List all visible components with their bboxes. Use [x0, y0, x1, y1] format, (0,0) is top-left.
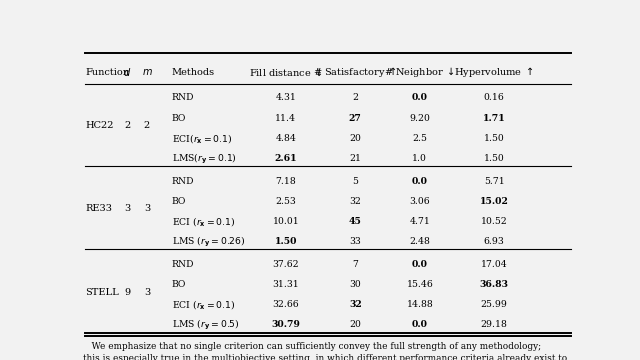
- Text: LMS($r_{\mathbf{y}} = 0.1$): LMS($r_{\mathbf{y}} = 0.1$): [172, 152, 237, 166]
- Text: 9.20: 9.20: [410, 114, 430, 123]
- Text: Fill distance $\downarrow$: Fill distance $\downarrow$: [249, 67, 323, 78]
- Text: # Neighbor $\downarrow$: # Neighbor $\downarrow$: [384, 65, 455, 79]
- Text: 20: 20: [349, 134, 361, 143]
- Text: BO: BO: [172, 197, 186, 206]
- Text: 45: 45: [349, 217, 362, 226]
- Text: 2.48: 2.48: [410, 237, 430, 246]
- Text: 37.62: 37.62: [273, 260, 299, 269]
- Text: 6.93: 6.93: [484, 237, 504, 246]
- Text: 1.50: 1.50: [484, 134, 504, 143]
- Text: 15.02: 15.02: [480, 197, 509, 206]
- Text: RND: RND: [172, 260, 195, 269]
- Text: 2.53: 2.53: [275, 197, 296, 206]
- Text: 21: 21: [349, 154, 362, 163]
- Text: 2: 2: [352, 93, 358, 102]
- Text: 2.61: 2.61: [275, 154, 297, 163]
- Text: STELL: STELL: [85, 288, 118, 297]
- Text: $d$: $d$: [123, 66, 131, 78]
- Text: 30: 30: [349, 280, 361, 289]
- Text: 2.5: 2.5: [412, 134, 427, 143]
- Text: ECI ($r_{\mathbf{x}} = 0.1$): ECI ($r_{\mathbf{x}} = 0.1$): [172, 215, 235, 228]
- Text: ECI($r_{\mathbf{x}} = 0.1$): ECI($r_{\mathbf{x}} = 0.1$): [172, 132, 232, 145]
- Text: 4.84: 4.84: [275, 134, 296, 143]
- Text: 5: 5: [353, 176, 358, 185]
- Text: 0.0: 0.0: [412, 176, 428, 185]
- Text: RE33: RE33: [85, 204, 112, 213]
- Text: 29.18: 29.18: [481, 320, 508, 329]
- Text: Methods: Methods: [172, 68, 215, 77]
- Text: 3: 3: [144, 288, 150, 297]
- Text: 4.31: 4.31: [275, 93, 296, 102]
- Text: 1.50: 1.50: [484, 154, 504, 163]
- Text: 0.0: 0.0: [412, 320, 428, 329]
- Text: 36.83: 36.83: [479, 280, 509, 289]
- Text: 5.71: 5.71: [484, 176, 504, 185]
- Text: 3: 3: [124, 204, 131, 213]
- Text: 32.66: 32.66: [273, 300, 299, 309]
- Text: LMS ($r_{\mathbf{y}} = 0.26$): LMS ($r_{\mathbf{y}} = 0.26$): [172, 235, 245, 249]
- Text: 7.18: 7.18: [275, 176, 296, 185]
- Text: # Satisfactory $\uparrow$: # Satisfactory $\uparrow$: [314, 65, 397, 79]
- Text: 17.04: 17.04: [481, 260, 508, 269]
- Text: Function: Function: [85, 68, 129, 77]
- Text: LMS ($r_{\mathbf{y}} = 0.5$): LMS ($r_{\mathbf{y}} = 0.5$): [172, 318, 239, 332]
- Text: 4.71: 4.71: [410, 217, 430, 226]
- Text: 31.31: 31.31: [273, 280, 300, 289]
- Text: 33: 33: [349, 237, 361, 246]
- Text: 32: 32: [349, 300, 362, 309]
- Text: 27: 27: [349, 114, 362, 123]
- Text: ECI ($r_{\mathbf{x}} = 0.1$): ECI ($r_{\mathbf{x}} = 0.1$): [172, 298, 235, 311]
- Text: 0.16: 0.16: [484, 93, 504, 102]
- Text: 0.0: 0.0: [412, 260, 428, 269]
- Text: 1.50: 1.50: [275, 237, 297, 246]
- Text: 25.99: 25.99: [481, 300, 508, 309]
- Text: 9: 9: [124, 288, 130, 297]
- Text: 2: 2: [124, 121, 131, 130]
- Text: BO: BO: [172, 114, 186, 123]
- Text: 1.71: 1.71: [483, 114, 506, 123]
- Text: We emphasize that no single criterion can sufficiently convey the full strength : We emphasize that no single criterion ca…: [83, 342, 573, 360]
- Text: 14.88: 14.88: [406, 300, 433, 309]
- Text: Hypervolume $\uparrow$: Hypervolume $\uparrow$: [454, 65, 534, 79]
- Text: 11.4: 11.4: [275, 114, 296, 123]
- Text: 2: 2: [144, 121, 150, 130]
- Text: 32: 32: [349, 197, 361, 206]
- Text: 10.52: 10.52: [481, 217, 508, 226]
- Text: 30.79: 30.79: [271, 320, 300, 329]
- Text: RND: RND: [172, 176, 195, 185]
- Text: 10.01: 10.01: [273, 217, 300, 226]
- Text: 15.46: 15.46: [406, 280, 433, 289]
- Text: 3.06: 3.06: [410, 197, 430, 206]
- Text: RND: RND: [172, 93, 195, 102]
- Text: BO: BO: [172, 280, 186, 289]
- Text: 1.0: 1.0: [412, 154, 427, 163]
- Text: 0.0: 0.0: [412, 93, 428, 102]
- Text: HC22: HC22: [85, 121, 113, 130]
- Text: $m$: $m$: [141, 67, 152, 77]
- Text: 3: 3: [144, 204, 150, 213]
- Text: 20: 20: [349, 320, 361, 329]
- Text: 7: 7: [353, 260, 358, 269]
